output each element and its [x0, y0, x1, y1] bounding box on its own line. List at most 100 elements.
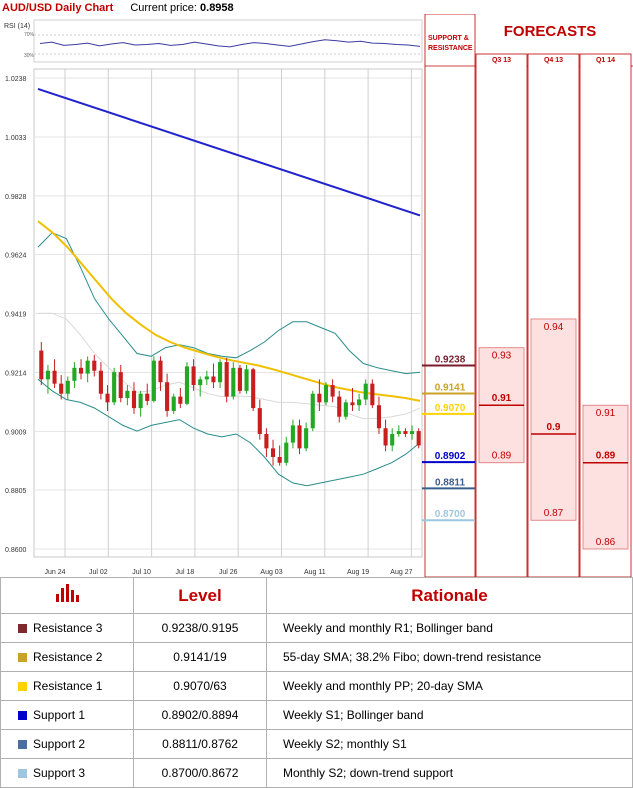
x-tick-label: Jul 26 [219, 569, 238, 576]
bollinger-upper-line [37, 232, 421, 375]
candle-body [178, 396, 183, 404]
level-value: 0.8811/0.8762 [133, 729, 267, 759]
y-tick-label: 0.9624 [5, 253, 27, 260]
table-row: Resistance 3 0.9238/0.9195 Weekly and mont… [0, 613, 633, 643]
candle-body [357, 399, 362, 406]
forecast-quarter-label: Q3 13 [492, 57, 511, 64]
forecast-low-label: 0.86 [596, 537, 616, 548]
rsi-label: RSI (14) [4, 23, 30, 30]
level-rationale: Weekly S2; monthly S1 [266, 729, 633, 759]
x-tick-label: Jul 02 [89, 569, 108, 576]
rationale-column-header: Rationale [266, 577, 633, 614]
candle-body [317, 393, 322, 403]
candle-body [105, 393, 110, 403]
level-name: Resistance 1 [33, 679, 103, 693]
candle-body [264, 433, 269, 449]
level-rationale: Monthly S2; down-trend support [266, 758, 633, 788]
candle-body [85, 360, 90, 374]
support-resistance-column [424, 14, 476, 577]
sma-200-line [37, 87, 421, 217]
level-color-swatch [18, 653, 27, 663]
x-tick-label: Aug 27 [390, 569, 412, 576]
y-tick-label: 0.8805 [5, 488, 27, 495]
candle-body [304, 428, 309, 449]
candle-body [343, 402, 348, 417]
y-tick-label: 1.0238 [5, 76, 27, 83]
level-color-swatch [18, 682, 27, 692]
level-value-label: 0.8811 [435, 477, 465, 488]
bollinger-lower-line [37, 378, 421, 487]
rsi-line [39, 39, 421, 48]
table-row: Resistance 1 0.9070/63 Weekly and monthly … [0, 671, 633, 701]
forecast-mid-label: 0.9 [547, 422, 561, 433]
candle-body [330, 385, 335, 397]
candle-body [376, 405, 382, 429]
x-tick-label: Jun 24 [44, 569, 65, 576]
candle-body [410, 431, 415, 434]
level-color-swatch [18, 711, 27, 721]
level-name: Support 1 [33, 708, 86, 722]
support-label-line2: RESISTANCE [428, 45, 473, 52]
level-value: 0.8700/0.8672 [133, 758, 267, 788]
forecast-column [475, 53, 528, 577]
table-row: Support 2 0.8811/0.8762 Weekly S2; monthly… [0, 729, 633, 759]
candle-body [370, 383, 375, 406]
candle-body [158, 360, 163, 383]
candle-body [59, 383, 64, 394]
level-name-cell: Support 1 [0, 700, 134, 730]
forecast-mid-label: 0.89 [596, 451, 616, 462]
table-row: Support 3 0.8700/0.8672 Monthly S2; down-t… [0, 758, 633, 788]
candle-body [151, 360, 156, 401]
candle-body [138, 393, 143, 409]
x-tick-label: Aug 03 [260, 569, 282, 576]
level-value-label: 0.9141 [435, 382, 466, 393]
levels-table: Level Rationale Resistance 3 0.9238/0.919… [0, 577, 633, 788]
candle-body [310, 393, 315, 429]
level-name: Support 2 [33, 737, 86, 751]
level-name: Resistance 3 [33, 621, 103, 635]
level-value: 0.9070/63 [133, 671, 267, 701]
x-tick-label: Jul 18 [176, 569, 195, 576]
candle-body [171, 396, 176, 411]
candle-body [191, 366, 196, 386]
candle-body [204, 376, 209, 380]
rsi-tick-70: 70% [24, 32, 35, 38]
candle-body [350, 402, 355, 406]
forecast-low-label: 0.87 [544, 508, 564, 519]
candle-body [78, 367, 84, 374]
level-color-swatch [18, 624, 27, 634]
candle-body [98, 370, 103, 394]
candle-body [125, 390, 130, 399]
level-rationale: Weekly and monthly R1; Bollinger band [266, 613, 633, 643]
level-value-label: 0.8902 [435, 451, 466, 462]
candle-body [284, 442, 289, 463]
candle-body [270, 448, 276, 457]
candle-body [244, 369, 249, 391]
chart-title: AUD/USD Daily Chart [2, 2, 114, 14]
forecasts-title: FORECASTS [504, 23, 597, 40]
level-value: 0.9141/19 [133, 642, 267, 672]
price-label: Current price: [130, 2, 197, 14]
candle-body [251, 369, 256, 409]
candle-body [45, 370, 50, 380]
price-value: 0.8958 [200, 2, 234, 14]
candle-body [211, 376, 216, 383]
candle-body [390, 433, 395, 446]
forex-chart: RSI (14) 70% 30% 1.0238 1.0033 0.9828 0.9624 0.… [4, 14, 633, 577]
table-header-row: Level Rationale [0, 577, 633, 614]
candle-body [92, 360, 97, 371]
rsi-panel [33, 19, 423, 63]
bollinger-middle-line [38, 312, 421, 420]
candle-body [416, 431, 421, 446]
chart-header: AUD/USD Daily Chart Current price: 0.895… [0, 0, 425, 16]
level-column-header: Level [133, 577, 267, 614]
bar-chart-icon-cell [0, 577, 134, 614]
level-value: 0.8902/0.8894 [133, 700, 267, 730]
candle-body [72, 367, 77, 381]
candle-body [218, 362, 223, 383]
candle-body [237, 367, 242, 391]
level-name: Resistance 2 [33, 650, 103, 664]
candle-body [277, 456, 282, 463]
forecast-range-box [530, 318, 577, 521]
candle-body [145, 393, 150, 401]
